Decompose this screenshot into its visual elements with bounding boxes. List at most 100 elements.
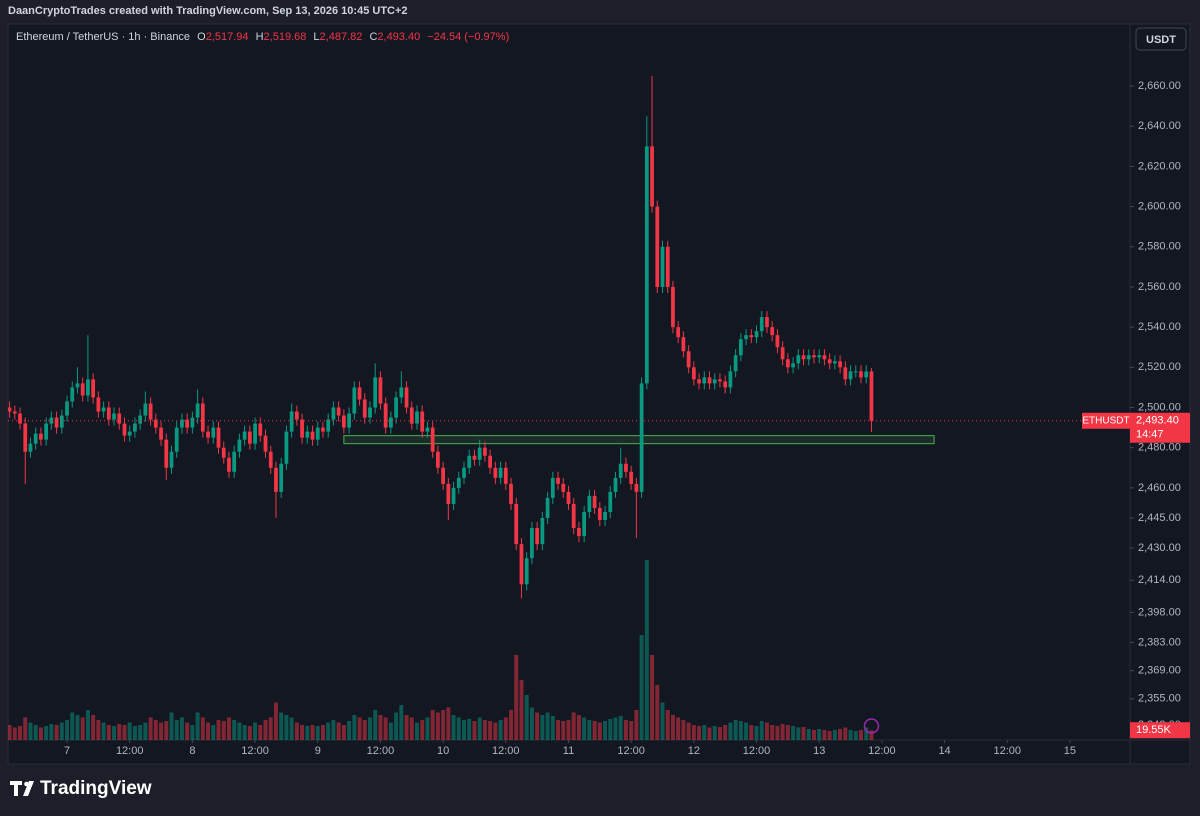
volume-bar (702, 725, 707, 740)
volume-bar (859, 730, 863, 740)
candle-body (597, 507, 602, 521)
volume-bar (592, 721, 597, 740)
candle-body (211, 427, 216, 438)
candle-body (65, 401, 69, 416)
volume-bar (806, 729, 811, 740)
volume-bar (733, 720, 738, 740)
volume-bar (749, 725, 754, 740)
candle-body (754, 331, 759, 338)
volume-bar (221, 721, 226, 740)
candle-body (451, 487, 456, 504)
volume-bar (331, 720, 336, 740)
volume-bar (49, 724, 54, 740)
ohlc-key: O (197, 31, 206, 43)
volume-bar (712, 726, 717, 740)
candle-body (498, 467, 503, 478)
volume-bar (853, 731, 858, 740)
volume-bar (451, 715, 456, 740)
volume-bar (556, 720, 561, 740)
candle-body (477, 447, 482, 460)
candle-body (331, 407, 336, 420)
ohlc-key: C (369, 31, 377, 43)
candle-body (394, 397, 398, 418)
volume-bar (127, 722, 132, 740)
y-tick-label: 2,480.00 (1138, 442, 1181, 454)
candle-body (227, 457, 231, 472)
change: −24.54 (−0.97%) (427, 31, 509, 43)
volume-bar (738, 721, 743, 740)
volume-bar (775, 726, 780, 740)
candle-body (723, 381, 728, 388)
candle-body (524, 558, 529, 585)
volume-bar (284, 715, 289, 740)
volume-bar (23, 717, 28, 740)
volume-bar (169, 712, 174, 740)
y-tick-label: 2,600.00 (1138, 201, 1181, 213)
volume-bar (561, 721, 566, 740)
candle-body (368, 407, 372, 418)
x-tick-label: 12:00 (241, 745, 269, 757)
candle-body (785, 359, 790, 368)
candle-body (23, 423, 28, 452)
candle-body (869, 371, 874, 421)
y-tick-label: 2,369.00 (1138, 665, 1181, 677)
volume-bar (101, 722, 106, 740)
volume-bar (644, 560, 649, 740)
volume-bar (368, 717, 372, 740)
candle-body (629, 471, 634, 484)
alert-icon (863, 718, 880, 734)
symbol: Ethereum / TetherUS · 1h · Binance (16, 31, 190, 43)
volume-bar (174, 720, 179, 740)
currency-button[interactable] (1135, 27, 1187, 51)
volume-bar (399, 705, 404, 740)
candle-body (545, 497, 550, 519)
candle-body (143, 403, 148, 416)
candle-body (300, 419, 304, 438)
candle-body (859, 371, 863, 378)
symbol-tag (1082, 412, 1130, 429)
volume-bar (670, 715, 675, 740)
candle-body (185, 419, 190, 428)
candle-body (603, 511, 607, 521)
candle-body (279, 463, 284, 492)
volume-bar (472, 721, 477, 740)
candle-body (59, 415, 64, 428)
x-tick-label: 12:00 (743, 745, 771, 757)
volume-bar (535, 712, 540, 740)
currency-label[interactable]: USDT (1146, 34, 1176, 46)
volume-bar (54, 725, 59, 740)
volume-bar (540, 715, 545, 740)
volume-bar (848, 730, 853, 740)
x-tick-label: 8 (189, 745, 195, 757)
candle-body (618, 463, 623, 478)
candle-body (462, 467, 466, 478)
candle-body (514, 503, 519, 545)
candle-body (832, 361, 837, 364)
candle-body (138, 415, 143, 424)
candle-body (237, 439, 242, 452)
volume-bar (378, 715, 383, 740)
volume-bar (373, 710, 378, 740)
volume-bar (697, 726, 702, 740)
volume-bar (728, 722, 733, 740)
y-tick-label: 2,355.00 (1138, 693, 1181, 705)
volume-bar (44, 726, 49, 740)
candle-body (806, 355, 811, 360)
volume-bar (357, 717, 362, 740)
volume-bar (597, 722, 602, 740)
candle-body (509, 483, 513, 504)
volume-bar (550, 716, 555, 740)
volume-bar (352, 715, 357, 740)
volume-bar (148, 717, 153, 740)
y-tick-label: 2,620.00 (1138, 160, 1181, 172)
candle-body (812, 355, 816, 358)
volume-bar (268, 717, 273, 740)
volume-bar (576, 715, 581, 740)
candle-body (70, 387, 75, 402)
x-tick-label: 9 (315, 745, 321, 757)
volume-bar (394, 712, 399, 740)
candle-body (838, 361, 842, 368)
x-tick-label: 13 (813, 745, 825, 757)
volume-bar (80, 717, 85, 740)
